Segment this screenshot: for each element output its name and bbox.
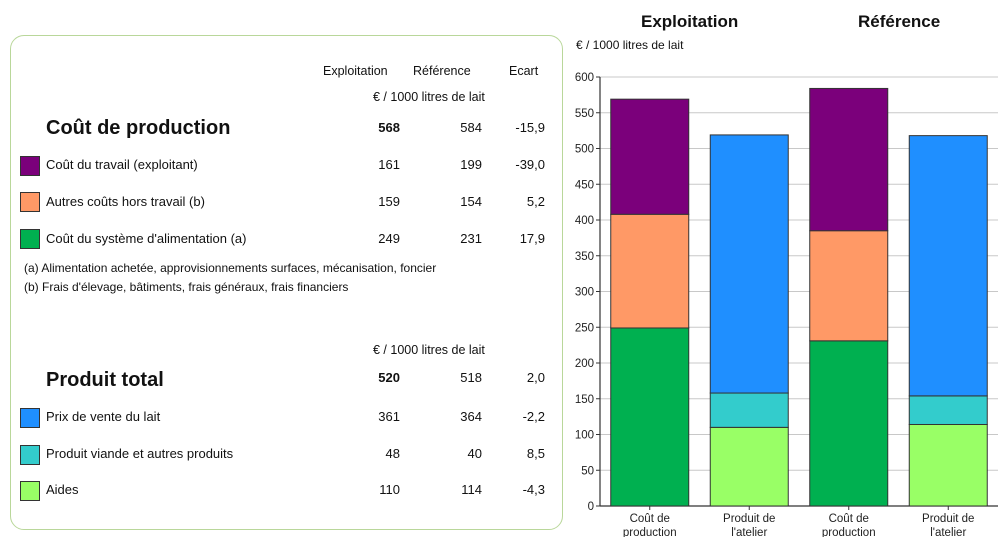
row-autres-couts-exploitation: 159 xyxy=(378,194,400,209)
y-tick-label: 300 xyxy=(575,287,594,299)
row-alimentation-reference: 231 xyxy=(460,231,482,246)
row-alimentation-exploitation: 249 xyxy=(378,231,400,246)
bar-segment xyxy=(908,423,988,507)
row-prix-lait-exploitation: 361 xyxy=(378,409,400,424)
row-prix-lait-reference: 364 xyxy=(460,409,482,424)
product-title: Produit total xyxy=(46,369,164,391)
unit-label-cost: € / 1000 litres de lait xyxy=(373,90,485,104)
footnote-b: (b) Frais d'élevage, bâtiments, frais gé… xyxy=(24,280,349,294)
cost-total-reference: 584 xyxy=(460,120,482,135)
x-tick-label: Produit de xyxy=(723,513,775,525)
unit-label-product: € / 1000 litres de lait xyxy=(373,343,485,357)
cost-table-panel xyxy=(10,35,563,530)
x-tick-label: Coût de xyxy=(829,513,869,525)
bar-segment xyxy=(809,230,889,342)
y-tick-label: 450 xyxy=(575,179,594,191)
chart-group-title-reference: Référence xyxy=(858,12,941,31)
col-header-ecart: Ecart xyxy=(509,64,539,78)
y-tick-label: 200 xyxy=(575,358,594,370)
legend-swatch-alimentation xyxy=(20,229,40,249)
row-aides-exploitation: 110 xyxy=(379,482,400,497)
x-tick-label: Coût de xyxy=(630,513,670,525)
row-aides-reference: 114 xyxy=(461,482,482,497)
bar-segment xyxy=(610,327,690,507)
y-tick-label: 250 xyxy=(575,322,594,334)
legend-swatch-prix-lait xyxy=(20,408,40,428)
row-label-autres-couts: Autres coûts hors travail (b) xyxy=(46,194,205,209)
row-label-travail: Coût du travail (exploitant) xyxy=(46,157,198,172)
y-tick-label: 400 xyxy=(575,215,594,227)
product-total-ecart: 2,0 xyxy=(526,370,545,385)
x-tick-label: Produit de xyxy=(922,513,974,525)
row-travail-ecart: -39,0 xyxy=(515,157,545,172)
bar-segment xyxy=(908,135,988,397)
bar-segment xyxy=(709,392,789,428)
x-tick-label: production xyxy=(623,527,677,537)
x-tick-label: l'atelier xyxy=(930,527,966,537)
bar-segment xyxy=(610,98,690,215)
row-travail-reference: 199 xyxy=(460,157,482,172)
row-travail-exploitation: 161 xyxy=(378,157,400,172)
y-tick-label: 550 xyxy=(575,108,594,120)
col-header-reference: Référence xyxy=(413,64,471,78)
legend-swatch-aides xyxy=(20,481,40,501)
footnote-a: (a) Alimentation achetée, approvisionnem… xyxy=(24,261,437,275)
bar-segment xyxy=(709,134,789,394)
y-tick-label: 600 xyxy=(575,72,594,84)
legend-swatch-viande xyxy=(20,445,40,465)
bar-segment xyxy=(709,426,789,507)
bar-segment xyxy=(908,395,988,425)
row-aides-ecart: -4,3 xyxy=(522,482,545,497)
y-tick-label: 0 xyxy=(588,501,594,513)
legend-swatch-autres-couts xyxy=(20,192,40,212)
row-label-aides: Aides xyxy=(46,482,79,497)
stacked-bar-chart: 0 50 100 150 200 250 300 350 400 450 500 550 600 Coût… xyxy=(575,72,998,537)
bar-segment xyxy=(809,87,889,232)
chart-y-axis-unit: € / 1000 litres de lait xyxy=(576,38,684,52)
product-total-reference: 518 xyxy=(460,370,482,385)
row-label-alimentation: Coût du système d'alimentation (a) xyxy=(46,231,247,246)
y-tick-label: 350 xyxy=(575,251,594,263)
y-tick-label: 500 xyxy=(575,144,594,156)
row-alimentation-ecart: 17,9 xyxy=(519,231,545,246)
bar-segment xyxy=(809,340,889,507)
cost-total-ecart: -15,9 xyxy=(515,120,545,135)
row-prix-lait-ecart: -2,2 xyxy=(522,409,545,424)
legend-swatch-travail xyxy=(20,156,40,176)
row-viande-reference: 40 xyxy=(467,446,482,461)
row-label-prix-lait: Prix de vente du lait xyxy=(46,409,161,424)
col-header-exploitation: Exploitation xyxy=(323,64,388,78)
x-tick-label: l'atelier xyxy=(731,527,767,537)
y-tick-label: 50 xyxy=(581,465,594,477)
product-total-exploitation: 520 xyxy=(378,370,400,385)
row-autres-couts-reference: 154 xyxy=(460,194,482,209)
bar-segment xyxy=(610,213,690,329)
cost-title: Coût de production xyxy=(46,117,231,139)
row-viande-ecart: 8,5 xyxy=(526,446,545,461)
cost-total-exploitation: 568 xyxy=(378,120,400,135)
y-tick-label: 150 xyxy=(575,394,594,406)
chart-group-title-exploitation: Exploitation xyxy=(641,12,739,31)
row-autres-couts-ecart: 5,2 xyxy=(526,194,545,209)
x-tick-label: production xyxy=(822,527,876,537)
y-tick-label: 100 xyxy=(575,430,594,442)
row-label-viande: Produit viande et autres produits xyxy=(46,446,234,461)
row-viande-exploitation: 48 xyxy=(385,446,400,461)
